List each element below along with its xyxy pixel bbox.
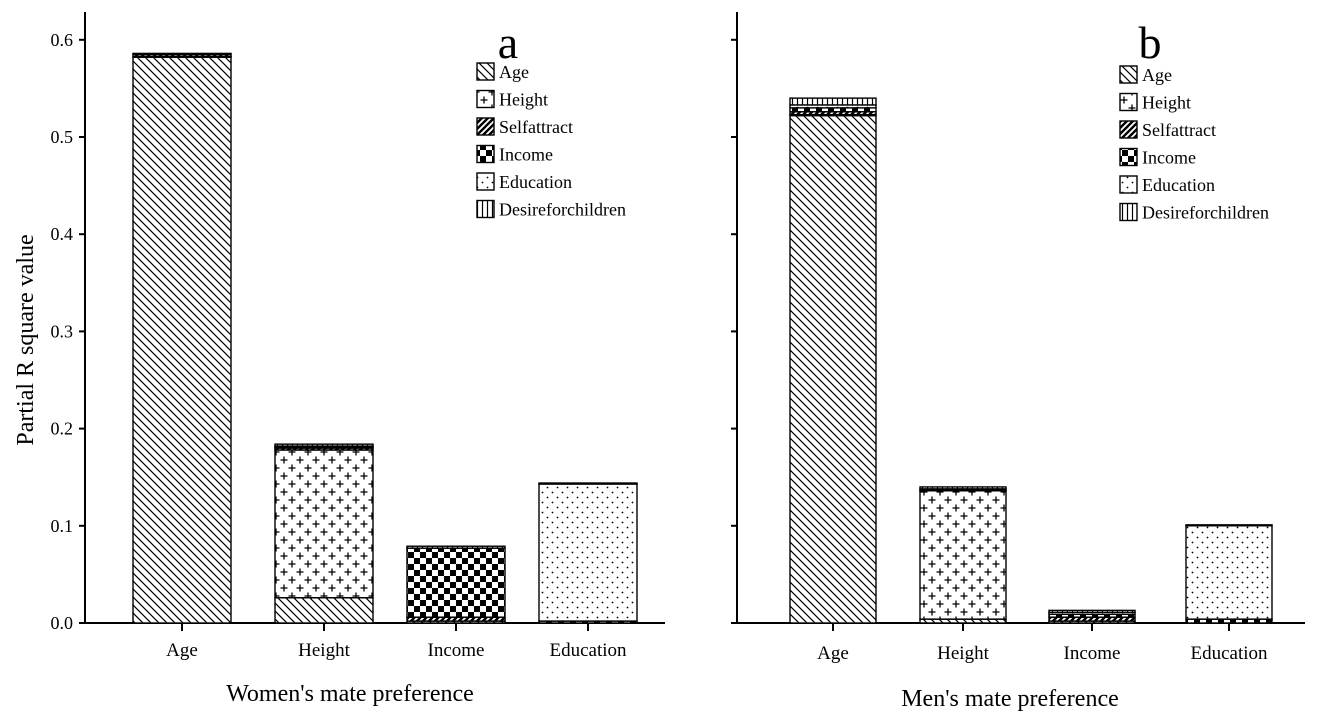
legend-swatch-height (476, 89, 495, 109)
bar-segment-income-desireforchildren (406, 545, 506, 549)
bars-a (132, 52, 638, 624)
x-tick-labels-b: Age Height Income Education (817, 623, 1268, 664)
bar-segment-income-income (406, 547, 506, 618)
x-tick-label: Income (428, 640, 485, 661)
legend-label-education: Education (1142, 175, 1215, 195)
x-tick-labels-a: Age Height Income Education (166, 623, 627, 661)
legend-swatch-age (1119, 65, 1138, 84)
x-tick-label: Education (549, 640, 627, 661)
legend-swatch-height (1119, 92, 1138, 112)
y-tick-label: 0.4 (51, 224, 74, 244)
y-tick-label: 0.2 (51, 419, 74, 439)
bar-segment-age-age (789, 114, 877, 624)
y-tick-label: 0.3 (51, 321, 74, 341)
legend-swatch-income (476, 144, 495, 164)
legend-label-height: Height (499, 90, 548, 110)
y-tick-label: 0.0 (51, 613, 74, 633)
x-axis-label-a: Women's mate preference (226, 681, 474, 707)
bar-segment-height-height (919, 490, 1007, 620)
y-tick-label: 0.6 (51, 30, 74, 50)
bar-segment-age-age (132, 56, 232, 624)
bar-segment-education-education (1185, 525, 1273, 620)
x-tick-label: Income (1064, 643, 1121, 664)
legend-label-desireforchildren: Desireforchildren (1142, 203, 1269, 223)
y-axis-label: Partial R square value (13, 234, 39, 445)
chart-panel-a: a Partial R square value Women's mate pr… (13, 12, 665, 707)
legend-swatch-desireforchildren (1119, 202, 1138, 222)
y-tick-label: 0.5 (51, 127, 74, 147)
legend-label-height: Height (1142, 93, 1191, 113)
legend-swatch-income (1119, 147, 1138, 167)
bar-segment-education-desireforchildren (538, 482, 638, 485)
bar-segment-education-desireforchildren (1185, 524, 1273, 527)
panel-letter-b: b (1139, 17, 1162, 68)
legend-label-education: Education (499, 172, 572, 192)
x-tick-label: Age (817, 643, 849, 664)
bar-segment-height-desireforchildren (274, 443, 374, 447)
bars-b (789, 97, 1273, 624)
bar-segment-height-desireforchildren (919, 486, 1007, 490)
bar-segment-education-education (538, 483, 638, 622)
chart-panel-b: b Men's mate preference Age Height Income E… (731, 12, 1305, 712)
x-tick-label: Height (298, 640, 350, 661)
legend-label-income: Income (499, 145, 553, 165)
legend-a: Age Height Selfattract Income Education Desir… (476, 62, 626, 220)
x-tick-label: Height (937, 643, 989, 664)
legend-swatch-desireforchildren (476, 199, 495, 219)
y-tick-label: 0.1 (51, 516, 74, 536)
legend-swatch-selfattract (1119, 120, 1138, 139)
panel-letter-a: a (498, 17, 518, 68)
legend-label-age: Age (499, 62, 529, 82)
bar-segment-age-desireforchildren (132, 52, 232, 56)
legend-label-income: Income (1142, 148, 1196, 168)
legend-label-desireforchildren: Desireforchildren (499, 200, 626, 220)
x-tick-label: Age (166, 640, 198, 661)
legend-b: Age Height Selfattract Income Education Desir… (1119, 65, 1269, 223)
x-axis-label-b: Men's mate preference (901, 686, 1119, 712)
bar-segment-age-desireforchildren (789, 97, 877, 106)
bar-segment-height-height (274, 449, 374, 599)
legend-label-age: Age (1142, 65, 1172, 85)
x-tick-label: Education (1190, 643, 1268, 664)
bar-segment-income-desireforchildren (1048, 609, 1136, 614)
legend-swatch-education (476, 172, 495, 191)
legend-swatch-education (1119, 175, 1138, 194)
bar-segment-height-age (274, 597, 374, 624)
legend-swatch-age (476, 62, 495, 81)
legend-label-selfattract: Selfattract (499, 117, 573, 137)
legend-swatch-selfattract (476, 117, 495, 136)
legend-label-selfattract: Selfattract (1142, 120, 1216, 140)
